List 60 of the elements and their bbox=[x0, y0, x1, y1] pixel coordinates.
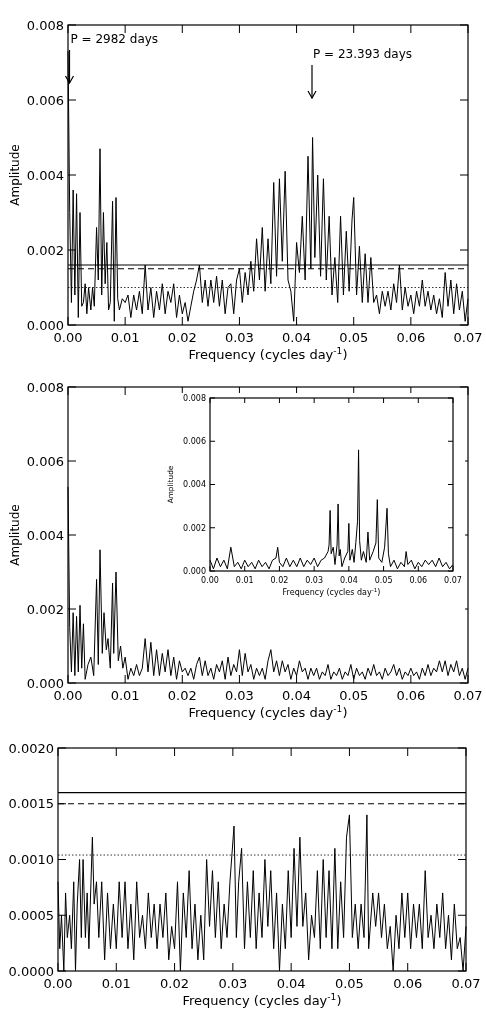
x-tick-label: 0.00 bbox=[53, 330, 83, 345]
x-tick-label: 0.00 bbox=[201, 576, 219, 585]
y-axis-title: Amplitude bbox=[8, 144, 23, 206]
y-tick-label: 0.0005 bbox=[8, 907, 54, 923]
y-tick-label: 0.004 bbox=[183, 480, 206, 490]
x-tick-label: 0.01 bbox=[110, 330, 140, 345]
x-tick-label: 0.02 bbox=[270, 576, 289, 585]
y-tick-label: 0.000 bbox=[26, 317, 64, 333]
x-axis-title: Frequency (cycles day$^{-1}$) bbox=[182, 992, 342, 1008]
y-tick-label: 0.0015 bbox=[8, 796, 54, 812]
x-tick-label: 0.07 bbox=[453, 688, 483, 703]
x-tick-label: 0.03 bbox=[224, 330, 254, 345]
x-tick-label: 0.04 bbox=[339, 576, 358, 585]
y-axis-title: Amplitude bbox=[8, 504, 23, 566]
x-tick-label: 0.01 bbox=[110, 688, 140, 703]
y-tick-label: 0.002 bbox=[183, 523, 206, 533]
x-tick-label: 0.00 bbox=[43, 976, 73, 991]
x-tick-label: 0.01 bbox=[101, 976, 131, 991]
x-tick-label: 0.06 bbox=[393, 976, 423, 991]
x-tick-label: 0.00 bbox=[53, 688, 83, 703]
x-tick-label: 0.04 bbox=[282, 688, 312, 703]
y-tick-label: 0.006 bbox=[183, 437, 206, 447]
x-tick-label: 0.02 bbox=[167, 688, 197, 703]
x-tick-label: 0.05 bbox=[339, 330, 369, 345]
y-tick-label: 0.006 bbox=[26, 92, 64, 108]
x-tick-label: 0.05 bbox=[334, 976, 364, 991]
x-tick-label: 0.03 bbox=[224, 688, 254, 703]
x-tick-label: 0.06 bbox=[409, 576, 428, 585]
x-tick-label: 0.01 bbox=[235, 576, 254, 585]
y-tick-label: 0.004 bbox=[26, 527, 64, 543]
x-tick-label: 0.05 bbox=[339, 688, 369, 703]
annotation: P = 23.393 days bbox=[313, 47, 413, 61]
x-axis-title: Frequency (cycles day$^{-1}$) bbox=[188, 704, 348, 720]
x-tick-label: 0.02 bbox=[167, 330, 197, 345]
y-tick-label: 0.006 bbox=[26, 453, 64, 469]
y-tick-label: 0.002 bbox=[26, 242, 64, 258]
x-tick-label: 0.07 bbox=[451, 976, 481, 991]
y-tick-label: 0.008 bbox=[26, 379, 64, 395]
y-tick-label: 0.002 bbox=[26, 601, 64, 617]
x-axis-title: Frequency (cycles day$^{-1}$) bbox=[188, 346, 348, 362]
y-tick-label: 0.000 bbox=[183, 566, 206, 576]
x-tick-label: 0.07 bbox=[444, 576, 462, 585]
y-tick-label: 0.0000 bbox=[8, 963, 54, 979]
y-tick-label: 0.004 bbox=[26, 167, 64, 183]
x-tick-label: 0.06 bbox=[396, 688, 426, 703]
y-tick-label: 0.000 bbox=[26, 675, 64, 691]
x-axis-title: Frequency (cycles day$^{-1}$) bbox=[282, 587, 381, 597]
y-tick-label: 0.008 bbox=[26, 17, 64, 33]
x-tick-label: 0.05 bbox=[374, 576, 393, 585]
x-tick-label: 0.04 bbox=[276, 976, 306, 991]
x-tick-label: 0.03 bbox=[218, 976, 248, 991]
x-tick-label: 0.02 bbox=[160, 976, 190, 991]
y-tick-label: 0.0010 bbox=[8, 852, 54, 868]
x-tick-label: 0.03 bbox=[305, 576, 324, 585]
x-tick-label: 0.04 bbox=[282, 330, 312, 345]
x-tick-label: 0.06 bbox=[396, 330, 426, 345]
annotation: P = 2982 days bbox=[70, 32, 159, 46]
y-tick-label: 0.008 bbox=[183, 393, 206, 403]
x-tick-label: 0.07 bbox=[453, 330, 483, 345]
y-tick-label: 0.0020 bbox=[8, 740, 54, 756]
